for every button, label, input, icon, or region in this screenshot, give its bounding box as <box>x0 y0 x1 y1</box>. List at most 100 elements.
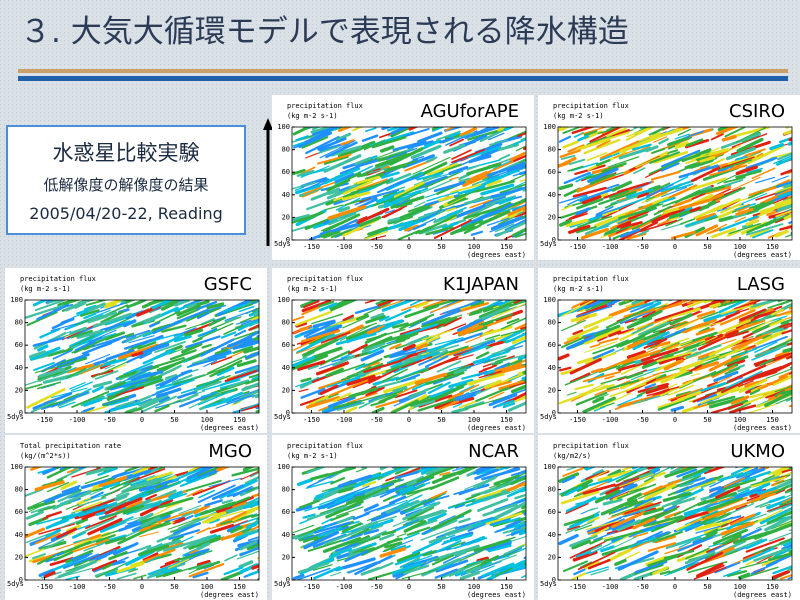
precip-streak <box>128 468 166 483</box>
precip-streak <box>307 539 343 552</box>
precip-streak <box>392 360 416 371</box>
precip-streak <box>390 361 403 368</box>
precip-streak <box>566 467 577 471</box>
precip-streak <box>104 497 143 515</box>
precip-streak <box>37 533 69 549</box>
precip-streak <box>146 570 162 579</box>
precip-streak <box>138 485 155 492</box>
precip-streak <box>419 223 448 235</box>
precip-streak <box>358 520 379 532</box>
precip-streak <box>605 548 632 563</box>
precip-streak <box>647 554 679 567</box>
precip-streak <box>153 508 168 516</box>
precip-streak <box>301 539 317 548</box>
precip-streak <box>786 195 792 200</box>
precip-streak <box>399 205 431 220</box>
precip-streak <box>447 384 480 400</box>
precip-streak <box>574 469 609 488</box>
precip-streak <box>599 140 640 160</box>
x-axis-label: (degrees east) <box>467 591 526 599</box>
precip-streak <box>413 368 430 375</box>
precip-streak <box>301 136 329 149</box>
precip-streak <box>232 339 259 350</box>
precip-streak <box>669 307 701 319</box>
precip-streak <box>25 383 43 390</box>
precip-streak <box>312 319 336 329</box>
precip-streak <box>459 127 477 138</box>
precip-streak <box>32 336 65 347</box>
precip-streak <box>765 368 792 379</box>
precip-streak <box>207 519 242 530</box>
y-tick-label: 0 <box>552 236 556 244</box>
precip-streak <box>380 171 400 179</box>
precip-streak <box>575 391 608 406</box>
precip-streak <box>721 381 743 394</box>
precip-streak <box>330 228 353 239</box>
precip-streak <box>680 218 696 225</box>
precip-streak <box>250 300 259 305</box>
precip-streak <box>562 140 579 149</box>
precip-streak <box>410 317 428 328</box>
precip-streak <box>425 156 438 163</box>
precip-streak <box>442 221 459 230</box>
precip-streak <box>674 133 690 140</box>
precip-streak <box>619 135 659 154</box>
precip-streak <box>439 136 454 144</box>
precip-streak <box>510 154 526 164</box>
precip-streak <box>638 321 670 336</box>
precip-streak <box>472 350 510 364</box>
precip-streak <box>638 487 666 500</box>
precip-streak <box>726 330 750 339</box>
precip-streak <box>726 229 741 237</box>
precip-streak <box>598 337 619 345</box>
precip-streak <box>785 397 792 402</box>
precip-streak <box>598 131 630 143</box>
precip-streak <box>111 560 126 566</box>
x-axis-label: (degrees east) <box>200 424 259 432</box>
precip-streak <box>65 503 79 510</box>
precip-streak <box>412 509 445 522</box>
precip-streak <box>594 520 620 533</box>
x-tick-label: -50 <box>103 416 116 424</box>
precip-streak <box>786 569 792 573</box>
precip-streak <box>400 300 435 312</box>
precip-streak <box>352 545 372 554</box>
precip-streak <box>519 159 526 164</box>
precip-streak <box>569 357 602 375</box>
precip-streak <box>756 329 786 346</box>
precip-streak <box>753 492 776 501</box>
panel-variable: precipitation flux <box>553 102 629 110</box>
precip-streak <box>692 321 723 331</box>
precip-streak <box>57 397 76 407</box>
precip-streak <box>234 529 259 540</box>
precip-streak <box>445 207 457 212</box>
precip-streak <box>405 149 422 156</box>
precip-streak <box>165 373 178 380</box>
precip-streak <box>606 127 627 138</box>
info-date: 2005/04/20-22, Reading <box>29 204 222 223</box>
precip-streak <box>776 309 792 317</box>
precip-streak <box>513 300 524 304</box>
precip-streak <box>347 172 362 180</box>
time-label: 5dys <box>274 240 291 248</box>
precip-streak <box>426 191 459 202</box>
precip-streak <box>91 385 104 393</box>
precip-streak <box>616 519 642 532</box>
precip-streak <box>332 354 356 367</box>
precip-streak <box>192 571 209 579</box>
precip-streak <box>742 547 775 563</box>
precip-streak <box>497 399 515 407</box>
precip-streak <box>724 538 763 555</box>
precip-streak <box>173 300 190 307</box>
precip-streak <box>493 474 520 486</box>
precip-streak <box>371 377 396 388</box>
panel-units: (kg m-2 s-1) <box>287 112 338 120</box>
precip-streak <box>566 335 596 351</box>
precip-streak <box>224 316 238 323</box>
precip-streak <box>330 145 362 157</box>
precip-streak <box>514 232 526 238</box>
y-tick-label: 40 <box>282 364 290 372</box>
x-tick-label: 50 <box>437 243 445 251</box>
x-tick-label: 0 <box>673 416 677 424</box>
precip-streak <box>432 352 450 362</box>
